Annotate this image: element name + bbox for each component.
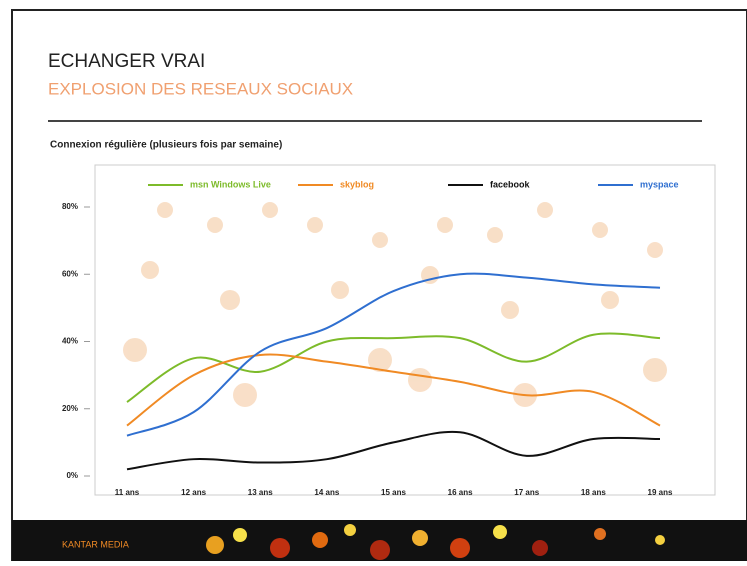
legend-label: facebook bbox=[490, 179, 531, 189]
y-tick-label: 20% bbox=[62, 404, 78, 413]
slide-subtitle: EXPLOSION DES RESEAUX SOCIAUX bbox=[48, 79, 353, 98]
x-tick-label: 18 ans bbox=[581, 488, 606, 497]
x-tick-label: 17 ans bbox=[514, 488, 539, 497]
legend-label: skyblog bbox=[340, 179, 374, 189]
legend-label: msn Windows Live bbox=[190, 179, 271, 189]
x-tick-label: 12 ans bbox=[181, 488, 206, 497]
x-tick-label: 15 ans bbox=[381, 488, 406, 497]
x-tick-label: 14 ans bbox=[314, 488, 339, 497]
y-tick-label: 40% bbox=[62, 337, 78, 346]
y-tick-label: 0% bbox=[66, 471, 78, 480]
plot-frame bbox=[95, 165, 715, 495]
x-tick-label: 13 ans bbox=[248, 488, 273, 497]
y-tick-label: 80% bbox=[62, 202, 78, 211]
footer-brand: KANTAR MEDIA bbox=[62, 539, 129, 549]
x-tick-label: 16 ans bbox=[448, 488, 473, 497]
legend-label: myspace bbox=[640, 179, 679, 189]
x-tick-label: 19 ans bbox=[648, 488, 673, 497]
x-tick-label: 11 ans bbox=[115, 488, 140, 497]
page: {"header": {"title": "ECHANGER VRAI", "s… bbox=[0, 0, 747, 561]
chart-title: Connexion régulière (plusieurs fois par … bbox=[50, 140, 282, 151]
y-tick-label: 60% bbox=[62, 269, 78, 278]
slide: ECHANGER VRAI EXPLOSION DES RESEAUX SOCI… bbox=[0, 0, 747, 561]
slide-title: ECHANGER VRAI bbox=[48, 51, 205, 72]
